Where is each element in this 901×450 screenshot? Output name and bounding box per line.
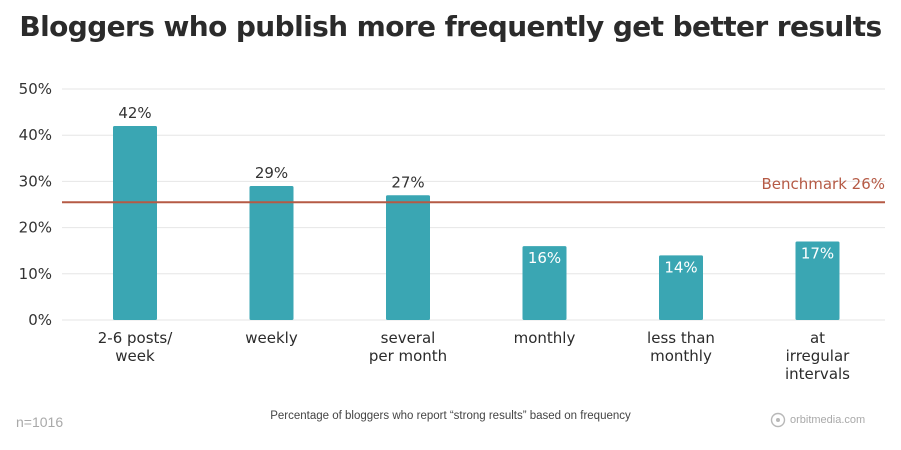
orbit-icon: [770, 412, 786, 428]
data-label: 29%: [255, 164, 288, 182]
x-tick-label: weekly: [245, 329, 298, 347]
benchmark-label: Benchmark 26%: [761, 175, 885, 193]
x-tick-label: monthly: [514, 329, 576, 347]
data-label: 27%: [391, 173, 424, 191]
brand-name: orbitmedia.com: [790, 414, 866, 426]
y-tick-label: 40%: [19, 126, 52, 144]
y-tick-label: 30%: [19, 172, 52, 190]
y-tick-label: 20%: [19, 219, 52, 237]
data-label: 16%: [528, 249, 561, 267]
bar: [386, 195, 430, 320]
x-tick-label: 2-6 posts/week: [98, 329, 173, 365]
x-tick-label: at irregular intervals: [785, 329, 850, 383]
data-label: 14%: [664, 258, 697, 276]
x-tick-label: less than monthly: [647, 329, 715, 365]
bar: [249, 186, 294, 320]
y-tick-label: 10%: [19, 265, 52, 283]
x-tick-label: several per month: [369, 329, 447, 365]
data-label: 17%: [801, 244, 834, 262]
bar: [522, 246, 567, 320]
chart-title: Bloggers who publish more frequently get…: [19, 10, 882, 43]
y-tick-label: 0%: [28, 311, 52, 329]
brand-logo: orbitmedia.com: [770, 412, 865, 428]
bar: [795, 241, 840, 320]
bar: [659, 255, 703, 320]
chart-caption: Percentage of bloggers who report “stron…: [270, 410, 631, 422]
data-label: 42%: [118, 104, 151, 122]
sample-size-label: n=1016: [16, 414, 64, 430]
y-tick-label: 50%: [19, 80, 52, 98]
bar: [113, 125, 157, 321]
